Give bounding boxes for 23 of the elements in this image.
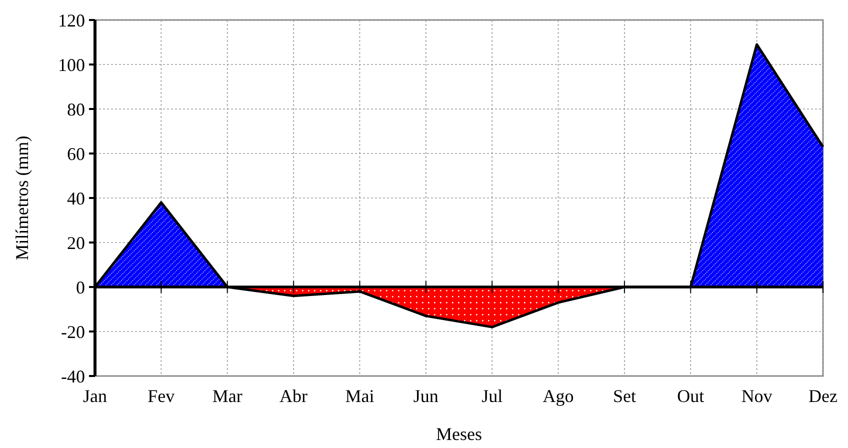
y-axis-title: Milímetros (mm): [12, 136, 32, 260]
y-tick-label: 0: [76, 277, 85, 298]
y-tick-label: -40: [61, 366, 85, 386]
x-axis-title: Meses: [436, 424, 482, 444]
y-tick-label: 80: [67, 99, 85, 120]
x-tick-label: Fev: [148, 386, 175, 406]
x-tick-label: Jun: [413, 386, 438, 406]
x-tick-label: Abr: [280, 386, 308, 406]
x-tick-label: Mar: [212, 386, 242, 406]
y-tick-label: 20: [67, 232, 85, 253]
y-tick-label: 60: [67, 144, 85, 164]
y-tick-label: 100: [58, 54, 85, 75]
y-tick-label: 40: [67, 188, 85, 208]
x-tick-label: Mai: [345, 386, 374, 406]
x-tick-label: Jan: [83, 386, 107, 406]
y-tick-label: -20: [61, 322, 85, 342]
x-tick-label: Out: [677, 386, 704, 406]
x-tick-label: Ago: [542, 386, 574, 406]
y-tick-label: 120: [58, 10, 85, 30]
x-tick-label: Nov: [741, 386, 772, 406]
x-tick-label: Dez: [808, 386, 838, 406]
x-tick-label: Set: [612, 386, 636, 406]
x-tick-label: Jul: [482, 386, 503, 406]
